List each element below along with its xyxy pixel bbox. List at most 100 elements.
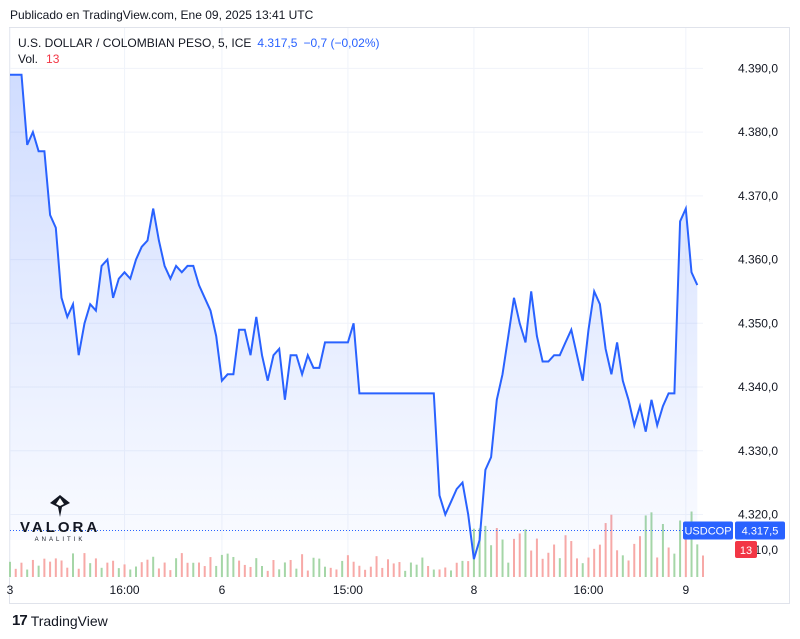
volume-bar xyxy=(163,562,166,577)
volume-bar xyxy=(627,560,630,577)
volume-bar xyxy=(375,556,378,577)
volume-bar xyxy=(49,561,52,577)
volume-bar xyxy=(232,556,235,577)
volume-bar xyxy=(220,554,223,577)
volume-bar xyxy=(392,563,395,577)
footer-brand[interactable]: 17 TradingView xyxy=(12,612,108,629)
valora-name: VALORA xyxy=(20,519,101,536)
volume-bar xyxy=(415,564,418,577)
volume-bar xyxy=(667,547,670,577)
volume-bar xyxy=(427,565,430,577)
price-area xyxy=(10,74,698,560)
y-tick-label: 4.330,0 xyxy=(738,444,778,458)
volume-bar xyxy=(169,570,172,577)
x-tick-label: 15:00 xyxy=(333,583,363,597)
volume-bar xyxy=(679,520,682,577)
ticker-badge xyxy=(683,521,733,540)
volume-bar xyxy=(66,567,69,577)
y-tick-label: 4.340,0 xyxy=(738,380,778,394)
volume-bar xyxy=(461,560,464,577)
volume-bar xyxy=(490,545,493,577)
price-change: −0,7 (−0,02%) xyxy=(303,36,380,50)
volume-bar xyxy=(455,562,458,577)
volume-bar xyxy=(564,535,567,577)
volume-bar xyxy=(54,558,57,577)
valora-logo-icon xyxy=(50,495,70,517)
volume-bar xyxy=(14,568,17,577)
volume-bar xyxy=(478,528,481,577)
y-tick-label: 4.320,0 xyxy=(738,508,778,522)
x-tick-label: 6 xyxy=(219,583,226,597)
volume-bar xyxy=(593,548,596,577)
valora-watermark: VALORA ANALITIK xyxy=(20,495,100,543)
y-tick-label: 4.390,0 xyxy=(738,61,778,75)
volume-bar xyxy=(261,565,263,577)
volume-bar xyxy=(673,553,676,577)
volume-bar xyxy=(289,559,292,577)
volume-bar xyxy=(117,568,120,577)
y-tick-label: 4.350,0 xyxy=(738,316,778,330)
volume-bar xyxy=(175,558,178,577)
volume-bar xyxy=(570,541,573,577)
volume-bar xyxy=(157,568,160,577)
volume-bar xyxy=(656,557,659,577)
volume-bar xyxy=(100,567,103,577)
volume-bar xyxy=(684,531,687,577)
volume-bar xyxy=(140,562,143,577)
volume-bar xyxy=(20,562,23,577)
volume-bar xyxy=(295,568,298,577)
volume-bar xyxy=(438,569,441,577)
volume-bar xyxy=(72,553,74,577)
volume-bar xyxy=(318,558,321,577)
volume-bar xyxy=(650,512,653,577)
volume-bar xyxy=(576,558,578,577)
volume-bar xyxy=(610,514,613,577)
volume-bar xyxy=(558,558,561,577)
volume-bar xyxy=(639,536,641,577)
volume-bar xyxy=(535,538,538,577)
volume-bar xyxy=(146,559,149,577)
volume-bar xyxy=(346,555,349,577)
volume-bar xyxy=(123,564,126,577)
volume-bar xyxy=(266,570,269,577)
volume-value: 13 xyxy=(46,52,60,66)
volume-bar xyxy=(152,556,155,577)
volume-bar xyxy=(106,562,109,577)
volume-bar xyxy=(702,555,704,577)
volume-bar xyxy=(238,560,241,577)
volume-bar xyxy=(9,561,11,577)
volume-bar xyxy=(89,563,92,577)
volume-bar xyxy=(696,544,699,577)
volume-label: Vol. xyxy=(18,52,39,66)
tradingview-logo-icon: 17 xyxy=(12,612,28,629)
volume-bar xyxy=(524,529,527,577)
last-price: 4.317,5 xyxy=(257,36,298,50)
volume-bar xyxy=(180,553,183,577)
volume-bar xyxy=(404,570,407,577)
volume-bar xyxy=(112,560,115,577)
volume-bar xyxy=(547,552,550,577)
price-badge xyxy=(735,521,785,540)
volume-bar xyxy=(364,569,367,577)
volume-bar xyxy=(621,555,624,577)
volume-bar xyxy=(409,562,412,577)
volume-bar xyxy=(541,558,544,577)
volume-bar xyxy=(501,539,504,577)
volume-tick-label: 10,0 xyxy=(755,543,779,557)
published-caption: Publicado en TradingView.com, Ene 09, 20… xyxy=(10,8,314,22)
volume-legend: Vol. 13 xyxy=(18,52,59,66)
volume-bar xyxy=(587,557,590,577)
volume-bar xyxy=(581,563,584,577)
volume-bar xyxy=(94,558,97,577)
volume-bar xyxy=(243,564,246,577)
volume-bar xyxy=(215,565,218,577)
volume-bar xyxy=(644,515,647,577)
volume-bar xyxy=(444,567,447,577)
volume-bar xyxy=(432,569,435,577)
y-tick-label: 4.380,0 xyxy=(738,125,778,139)
volume-bar xyxy=(306,570,309,577)
volume-bar xyxy=(272,560,275,577)
x-tick-label: 16:00 xyxy=(110,583,140,597)
tradingview-label: TradingView xyxy=(30,612,108,629)
